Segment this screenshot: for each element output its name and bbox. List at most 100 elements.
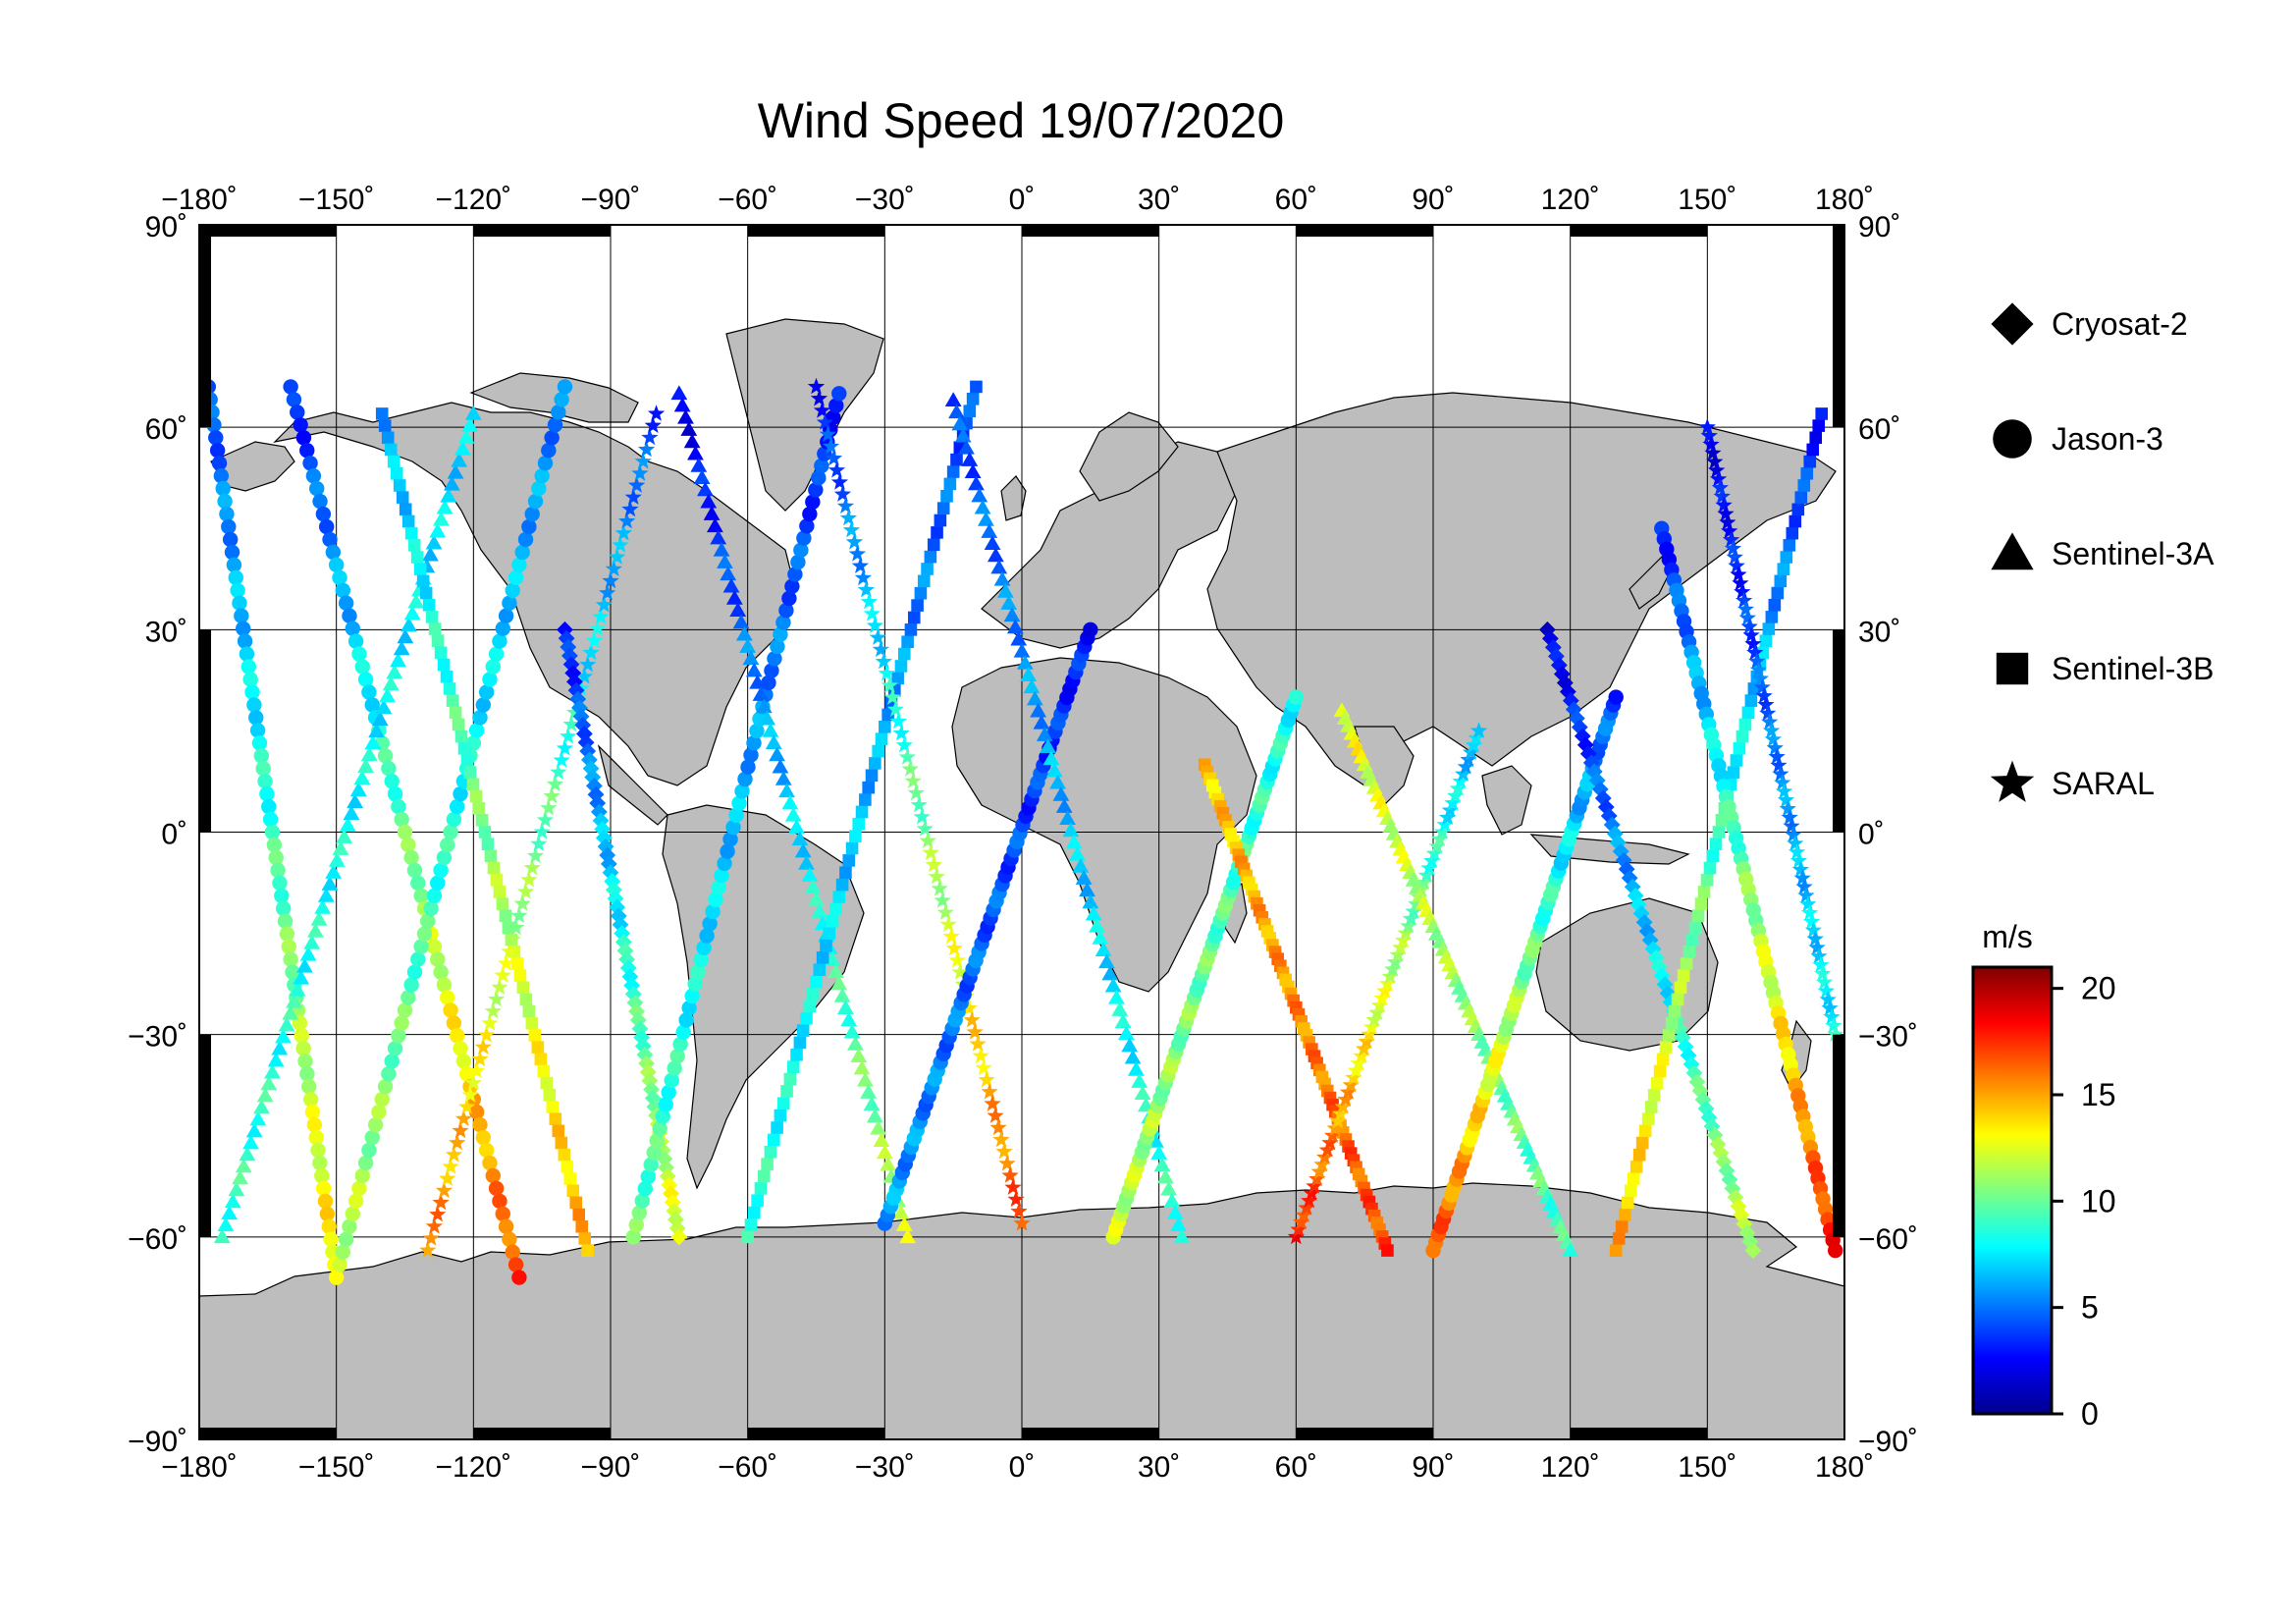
track-point xyxy=(1030,702,1047,718)
track-point xyxy=(484,849,498,863)
track-point xyxy=(1755,687,1773,704)
track-point xyxy=(1460,750,1477,768)
track-point xyxy=(361,684,377,700)
track-point xyxy=(757,1169,771,1183)
lon-tick-label-top: 90˚ xyxy=(1412,184,1454,216)
colorbar-gradient xyxy=(1971,965,2054,1416)
track-point xyxy=(769,746,785,762)
track-point xyxy=(1013,642,1031,658)
track-point xyxy=(631,1205,647,1220)
track-point xyxy=(498,1218,514,1234)
wind-speed-colorbar: m/s 0 5 10 15 20 xyxy=(1971,919,2116,1432)
track-point xyxy=(638,1055,655,1072)
track-point xyxy=(262,811,279,828)
track-point xyxy=(897,647,911,661)
frame-bar-top xyxy=(1296,225,1433,237)
track-point xyxy=(1647,949,1665,966)
track-point xyxy=(1069,845,1086,861)
track-point xyxy=(429,1206,447,1222)
track-point xyxy=(816,951,829,964)
track-point xyxy=(457,741,471,755)
track-point xyxy=(693,469,711,485)
track-point xyxy=(742,650,760,666)
track-point xyxy=(876,1144,893,1160)
track-point xyxy=(693,951,709,968)
lon-tick-label-bottom: 60˚ xyxy=(1275,1451,1317,1484)
track-point xyxy=(357,672,374,687)
track-point xyxy=(807,377,826,395)
lon-tick-label-bottom: 180˚ xyxy=(1815,1451,1874,1484)
track-point xyxy=(1783,817,1800,834)
track-point xyxy=(270,862,286,879)
track-point xyxy=(361,1142,377,1159)
track-point xyxy=(869,628,886,645)
track-point xyxy=(717,855,732,872)
track-point xyxy=(668,1219,686,1237)
track-point xyxy=(375,699,393,715)
track-point xyxy=(1433,823,1451,839)
track-point xyxy=(881,708,894,722)
track-point xyxy=(446,694,459,707)
track-point xyxy=(860,1084,878,1099)
track-point xyxy=(751,1194,764,1208)
legend-item: Jason-3 xyxy=(1993,419,2163,459)
track-point xyxy=(452,1121,469,1139)
track-point xyxy=(1003,607,1021,622)
track-point xyxy=(1288,689,1305,705)
track-point xyxy=(235,1158,252,1173)
track-point xyxy=(1310,1163,1328,1179)
track-point xyxy=(208,430,224,446)
track-point xyxy=(1612,842,1629,860)
track-point xyxy=(526,846,545,864)
track-point xyxy=(749,723,765,739)
track-point xyxy=(1706,849,1720,863)
track-point xyxy=(572,1208,586,1221)
track-point xyxy=(960,999,978,1016)
satellite-legend: Cryosat-2 Jason-3 Sentinel-3A Sentinel-3B SA… xyxy=(1990,302,2215,802)
track-point xyxy=(240,659,256,675)
track-point xyxy=(881,676,898,693)
track-point xyxy=(1373,989,1391,1006)
track-point xyxy=(863,605,881,622)
track-point xyxy=(1671,993,1684,1006)
track-point xyxy=(1680,1047,1697,1064)
track-point xyxy=(457,428,475,444)
track-point xyxy=(371,711,389,727)
track-point xyxy=(393,640,410,656)
track-point xyxy=(557,379,573,395)
track-point xyxy=(981,523,998,538)
track-point xyxy=(1827,1242,1843,1259)
track-point xyxy=(1104,977,1122,993)
track-point xyxy=(961,452,979,466)
track-point xyxy=(813,963,827,976)
track-point xyxy=(1795,878,1813,894)
track-point xyxy=(1732,574,1749,591)
track-point xyxy=(1806,930,1824,947)
track-point xyxy=(277,913,294,929)
track-point xyxy=(1405,902,1422,919)
track-point xyxy=(440,487,457,503)
track-point xyxy=(443,682,456,695)
track-point xyxy=(1023,678,1041,694)
track-point xyxy=(1736,600,1755,618)
track-point xyxy=(646,1145,662,1161)
track-point xyxy=(537,1064,551,1078)
track-point xyxy=(403,977,419,993)
track-point xyxy=(521,518,537,535)
track-point xyxy=(379,687,396,703)
track-point xyxy=(1719,514,1736,530)
track-point xyxy=(286,993,302,1008)
track-point xyxy=(808,482,824,498)
track-point xyxy=(569,1196,583,1210)
track-point xyxy=(1134,1085,1151,1101)
track-point xyxy=(811,903,828,918)
track-point xyxy=(293,417,308,433)
track-point xyxy=(778,783,795,798)
legend-label: Sentinel-3A xyxy=(2052,536,2215,571)
track-point xyxy=(495,1206,510,1221)
satellite-track xyxy=(1538,621,1762,1259)
track-point xyxy=(1774,774,1791,790)
track-point xyxy=(925,855,942,873)
track-point xyxy=(1738,718,1752,731)
